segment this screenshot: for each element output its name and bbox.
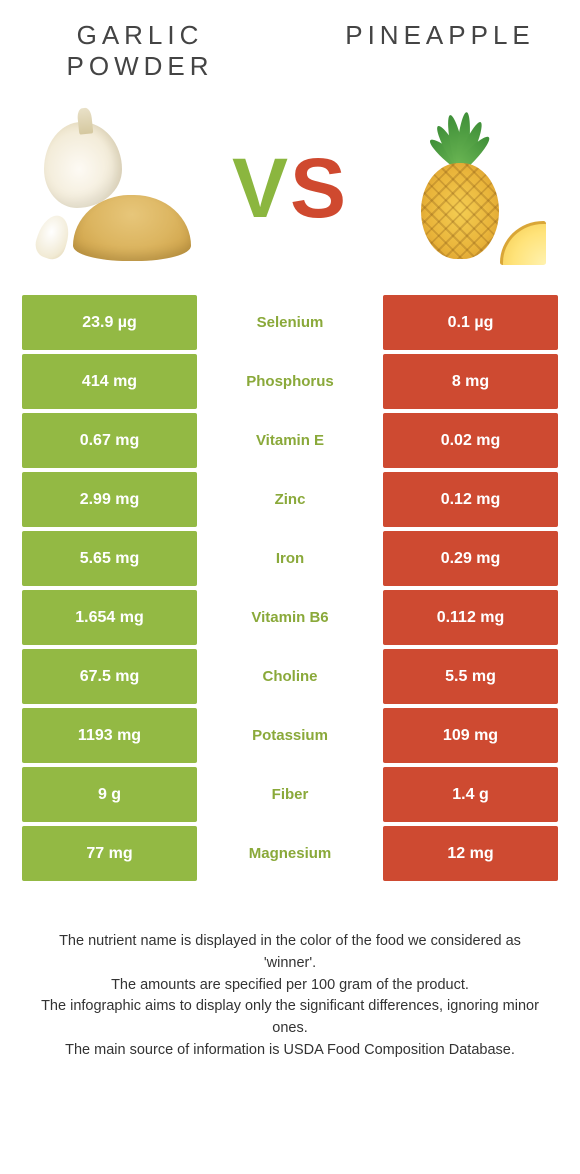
nutrient-table: 23.9 µgSelenium0.1 µg414 mgPhosphorus8 m… (22, 295, 558, 881)
nutrient-name: Selenium (197, 295, 383, 350)
nutrient-name: Vitamin B6 (197, 590, 383, 645)
right-value: 0.112 mg (383, 590, 558, 645)
footnote: The nutrient name is displayed in the co… (22, 931, 558, 1062)
table-row: 5.65 mgIron0.29 mg (22, 531, 558, 586)
nutrient-name: Magnesium (197, 826, 383, 881)
nutrient-name: Potassium (197, 708, 383, 763)
left-value: 1.654 mg (22, 590, 197, 645)
nutrient-name: Zinc (197, 472, 383, 527)
table-row: 23.9 µgSelenium0.1 µg (22, 295, 558, 350)
footnote-line: The amounts are specified per 100 gram o… (36, 975, 544, 997)
right-value: 109 mg (383, 708, 558, 763)
right-value: 0.12 mg (383, 472, 558, 527)
left-value: 414 mg (22, 354, 197, 409)
vs-s: S (290, 141, 348, 235)
table-row: 2.99 mgZinc0.12 mg (22, 472, 558, 527)
table-row: 67.5 mgCholine5.5 mg (22, 649, 558, 704)
infographic-wrap: GARLIC POWDER PINEAPPLE VS 23.9 µgSeleni… (0, 0, 580, 1082)
nutrient-name: Choline (197, 649, 383, 704)
right-value: 1.4 g (383, 767, 558, 822)
vs-label: VS (232, 140, 348, 237)
table-row: 77 mgMagnesium12 mg (22, 826, 558, 881)
right-value: 12 mg (383, 826, 558, 881)
nutrient-name: Phosphorus (197, 354, 383, 409)
right-value: 5.5 mg (383, 649, 558, 704)
right-value: 0.1 µg (383, 295, 558, 350)
footnote-line: The nutrient name is displayed in the co… (36, 931, 544, 975)
table-row: 9 gFiber1.4 g (22, 767, 558, 822)
table-row: 1.654 mgVitamin B60.112 mg (22, 590, 558, 645)
left-value: 2.99 mg (22, 472, 197, 527)
left-value: 5.65 mg (22, 531, 197, 586)
header-row: GARLIC POWDER PINEAPPLE (22, 20, 558, 82)
left-value: 77 mg (22, 826, 197, 881)
left-value: 9 g (22, 767, 197, 822)
left-value: 23.9 µg (22, 295, 197, 350)
nutrient-name: Fiber (197, 767, 383, 822)
nutrient-name: Iron (197, 531, 383, 586)
vs-v: V (232, 141, 290, 235)
left-food-title: GARLIC POWDER (40, 20, 240, 82)
right-value: 0.29 mg (383, 531, 558, 586)
pineapple-illustration (383, 106, 548, 271)
garlic-powder-illustration (32, 106, 197, 271)
images-row: VS (22, 106, 558, 271)
table-row: 0.67 mgVitamin E0.02 mg (22, 413, 558, 468)
footnote-line: The infographic aims to display only the… (36, 996, 544, 1040)
left-value: 67.5 mg (22, 649, 197, 704)
nutrient-name: Vitamin E (197, 413, 383, 468)
right-value: 0.02 mg (383, 413, 558, 468)
left-value: 1193 mg (22, 708, 197, 763)
left-value: 0.67 mg (22, 413, 197, 468)
right-food-title: PINEAPPLE (340, 20, 540, 51)
table-row: 1193 mgPotassium109 mg (22, 708, 558, 763)
footnote-line: The main source of information is USDA F… (36, 1040, 544, 1062)
right-value: 8 mg (383, 354, 558, 409)
table-row: 414 mgPhosphorus8 mg (22, 354, 558, 409)
